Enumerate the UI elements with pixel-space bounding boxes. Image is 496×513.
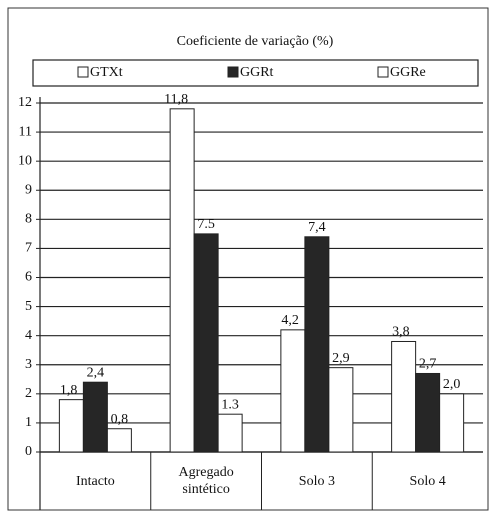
y-tick-label: 4 [25, 328, 32, 343]
y-tick-label: 1 [25, 415, 32, 430]
bar [415, 372, 441, 453]
bar [439, 393, 465, 453]
legend-swatch [377, 66, 389, 78]
y-tick-label: 6 [25, 270, 32, 285]
frame [7, 7, 489, 511]
y-tick-label: 7 [25, 241, 32, 256]
data-label: 2,0 [443, 377, 461, 392]
bar [328, 367, 354, 453]
data-label: 1,8 [60, 383, 78, 398]
bar [391, 340, 417, 453]
y-tick-label: 9 [25, 182, 32, 197]
y-tick-label: 12 [18, 95, 32, 110]
bar [217, 413, 243, 453]
y-tick-label: 0 [25, 444, 32, 459]
y-tick-label: 2 [25, 386, 32, 401]
x-tick-label: Solo 3 [298, 473, 335, 489]
x-tick-label: Intacto [75, 473, 115, 489]
data-label: 4,2 [281, 313, 299, 328]
bar [304, 236, 330, 453]
data-label: 0,8 [111, 412, 129, 427]
data-label: 7.5 [197, 217, 215, 232]
data-label: 2,4 [87, 365, 105, 380]
legend-label: GGRe [390, 65, 426, 80]
x-tick-label: Solo 4 [409, 473, 446, 489]
x-tick-label: Agregado sintético [178, 465, 234, 497]
data-label: 1.3 [221, 397, 239, 412]
y-tick-label: 10 [18, 153, 32, 168]
y-tick-label: 11 [19, 124, 32, 139]
bar [280, 329, 306, 453]
data-label: 2,9 [332, 351, 350, 366]
bar [58, 399, 84, 453]
chart-title: Coeficiente de variação (%) [177, 34, 334, 49]
data-label: 11,8 [164, 92, 188, 107]
data-label: 2,7 [419, 357, 437, 372]
y-tick-label: 5 [25, 299, 32, 314]
legend-swatch [77, 66, 89, 78]
bar [193, 233, 219, 453]
bar [82, 381, 108, 453]
bar [106, 428, 132, 453]
bar [169, 108, 195, 453]
data-label: 7,4 [308, 220, 326, 235]
legend-box [32, 59, 479, 87]
legend-swatch [227, 66, 239, 78]
data-label: 3,8 [392, 325, 410, 340]
y-tick-label: 3 [25, 357, 32, 372]
legend-label: GTXt [90, 65, 123, 80]
y-tick-label: 8 [25, 212, 32, 227]
legend-label: GGRt [240, 65, 274, 80]
